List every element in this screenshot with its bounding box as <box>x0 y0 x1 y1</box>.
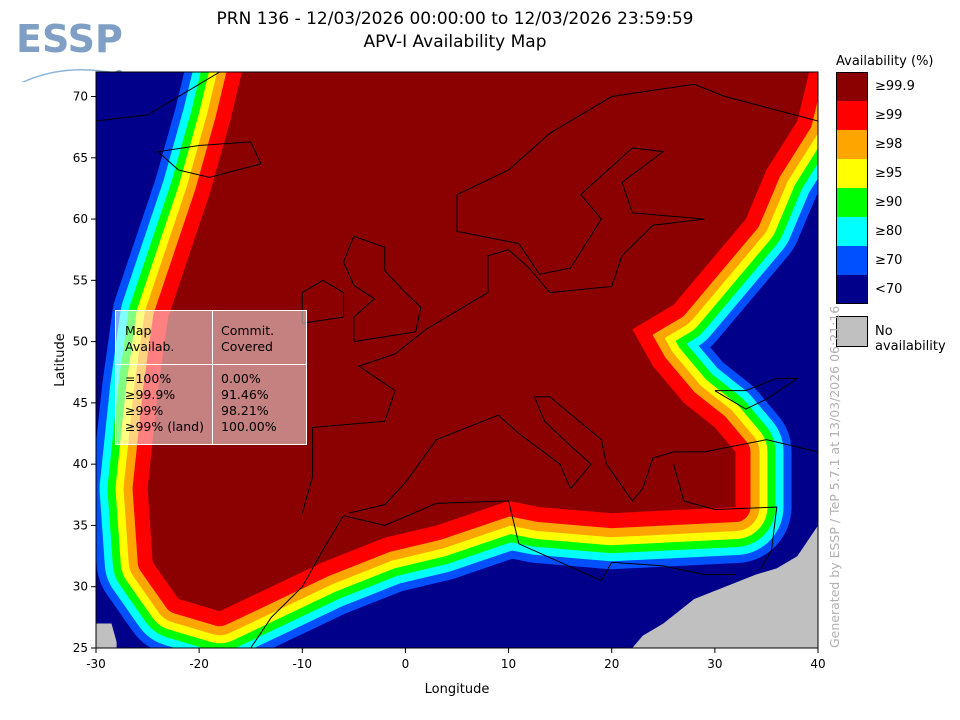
legend-swatch <box>836 188 868 217</box>
y-tick-label: 65 <box>73 151 88 165</box>
legend-label: ≥95 <box>875 166 903 181</box>
stats-commitment-covered: 91.46% <box>221 387 269 402</box>
stats-commitment-covered: 0.00% <box>221 371 261 386</box>
y-tick-label: 35 <box>73 518 88 532</box>
stats-commitment-covered: 98.21% <box>221 403 269 418</box>
legend-label: ≥70 <box>875 253 903 268</box>
stats-map-availability: =100% <box>125 371 172 386</box>
stats-row: ≥99% (land) 100.00% <box>125 419 305 435</box>
x-tick-label: -30 <box>86 657 106 671</box>
map-plot-area <box>96 72 818 648</box>
no-availability-area <box>96 623 117 648</box>
legend-swatch <box>836 130 868 159</box>
legend-swatch <box>836 101 868 130</box>
stats-row: ≥99.9% 91.46% <box>125 387 305 403</box>
coverage-stats-table: Map Availab. Commit. Covered =100% 0.00% ≥… <box>115 310 307 445</box>
stats-row: ≥99% 98.21% <box>125 403 305 419</box>
legend-label: <70 <box>875 282 903 297</box>
legend-swatch <box>836 275 868 304</box>
coastline <box>301 279 345 324</box>
stats-col2-header: Commit. Covered <box>221 323 275 354</box>
plot-frame <box>95 71 819 649</box>
x-tick-label: 10 <box>501 657 516 671</box>
coastline <box>301 83 818 514</box>
coastline <box>343 235 422 343</box>
map-title: PRN 136 - 12/03/2026 00:00:00 to 12/03/2… <box>216 9 694 29</box>
stats-col1-header: Map Availab. <box>125 323 175 354</box>
coastline <box>96 72 221 122</box>
legend-label: ≥99.9 <box>875 79 915 94</box>
y-tick-label: 40 <box>73 457 88 471</box>
legend-swatch-no-data <box>836 316 868 347</box>
coastline <box>250 500 736 648</box>
y-axis-label: Latitude <box>53 333 68 387</box>
stats-map-availability: ≥99% (land) <box>125 419 204 434</box>
x-tick-label: -20 <box>189 657 209 671</box>
x-tick-label: -10 <box>292 657 312 671</box>
legend-swatch <box>836 246 868 275</box>
legend-swatch <box>836 217 868 246</box>
stats-row: =100% 0.00% <box>125 371 305 387</box>
y-tick-label: 60 <box>73 212 88 226</box>
no-availability-area <box>632 525 818 648</box>
stats-commitment-covered: 100.00% <box>221 419 277 434</box>
y-tick-label: 50 <box>73 335 88 349</box>
x-axis-label: Longitude <box>425 682 490 697</box>
x-tick-label: 30 <box>707 657 722 671</box>
legend-label: ≥90 <box>875 195 903 210</box>
legend-label: ≥99 <box>875 108 903 123</box>
coastline <box>673 464 778 569</box>
x-tick-label: 0 <box>402 657 410 671</box>
coastline <box>156 141 262 178</box>
stats-map-availability: ≥99.9% <box>125 387 176 402</box>
y-tick-label: 30 <box>73 580 88 594</box>
legend-swatch <box>836 72 868 101</box>
legend-label-no-data: No availability <box>875 324 946 354</box>
coastline <box>714 377 800 410</box>
y-tick-label: 55 <box>73 273 88 287</box>
y-tick-label: 25 <box>73 641 88 655</box>
legend-label: ≥98 <box>875 137 903 152</box>
svg-text:ESSP: ESSP <box>16 17 123 61</box>
y-tick-label: 70 <box>73 90 88 104</box>
stats-map-availability: ≥99% <box>125 403 164 418</box>
map-subtitle: APV-I Availability Map <box>363 32 547 52</box>
legend-swatch <box>836 159 868 188</box>
coastline <box>348 396 818 514</box>
x-tick-label: 20 <box>604 657 619 671</box>
legend-title: Availability (%) <box>836 54 934 69</box>
legend-label: ≥80 <box>875 224 903 239</box>
generated-note: Generated by ESSP / TeP 5.7.1 at 13/03/2… <box>827 305 842 648</box>
y-tick-label: 45 <box>73 396 88 410</box>
x-tick-label: 40 <box>810 657 825 671</box>
